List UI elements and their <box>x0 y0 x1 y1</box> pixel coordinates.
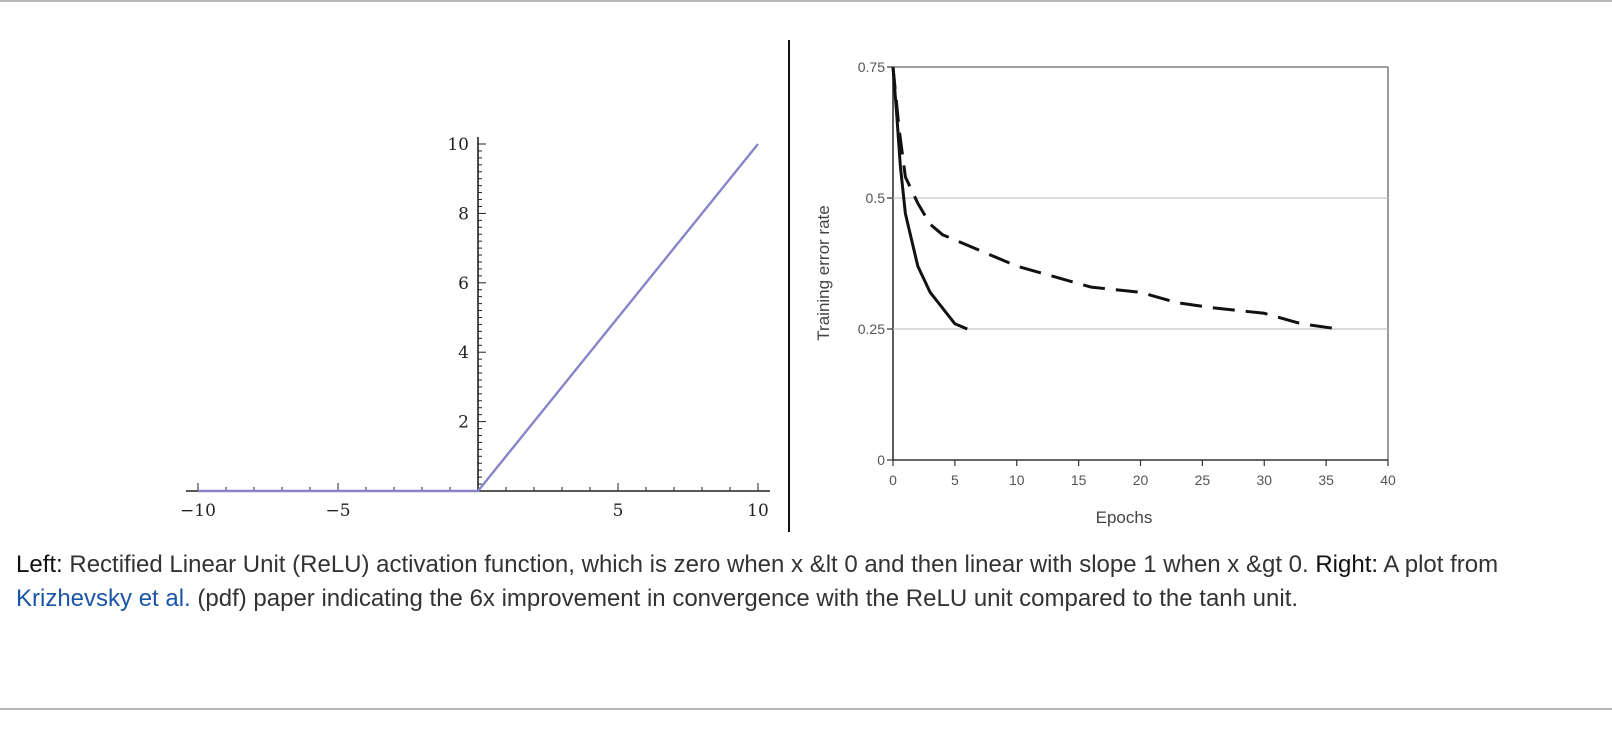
figure-caption: Left: Rectified Linear Unit (ReLU) activ… <box>16 548 1606 616</box>
relu-line <box>198 143 759 493</box>
training-error-plot: 0 5 10 15 20 25 30 35 40 0 0.25 0.5 0.75 Epochs Trai… <box>814 59 1396 527</box>
relu-x-tick-label: −5 <box>325 501 350 521</box>
training-error-y-tick-label: 0.75 <box>858 59 885 75</box>
bottom-divider <box>0 708 1612 710</box>
training-error-series <box>891 66 1339 331</box>
training-error-y-tick-label: 0.5 <box>866 190 886 206</box>
training-error-x-tick-label: 35 <box>1318 472 1334 488</box>
training-error-tick-labels: 0 5 10 15 20 25 30 35 40 0 0.25 0.5 0.75 <box>858 59 1396 488</box>
training-error-x-tick-label: 25 <box>1195 472 1211 488</box>
relu-x-tick-label: 10 <box>747 501 769 521</box>
caption-left-label: Left: <box>16 551 63 578</box>
training-error-x-tick-label: 30 <box>1256 472 1272 488</box>
caption-left-text: Rectified Linear Unit (ReLU) activation … <box>62 551 1316 578</box>
x-axis-label: Epochs <box>1096 508 1153 527</box>
training-error-dashed-line <box>891 66 1339 331</box>
relu-tick-labels: −10 −5 5 10 2 4 6 8 10 <box>180 135 769 521</box>
caption-right-label: Right: <box>1315 551 1379 578</box>
caption-text-after-link: (pdf) paper indicating the 6x improvemen… <box>190 585 1299 612</box>
training-error-x-tick-label: 10 <box>1009 472 1025 488</box>
training-error-x-tick-label: 20 <box>1133 472 1149 488</box>
training-error-x-tick-label: 5 <box>951 472 959 488</box>
top-divider <box>0 0 1612 2</box>
training-error-x-tick-label: 40 <box>1380 472 1396 488</box>
training-error-solid-line <box>891 66 968 331</box>
relu-x-tick-label: −10 <box>180 501 216 521</box>
training-error-y-tick-label: 0 <box>877 452 885 468</box>
training-error-x-tick-label: 0 <box>889 472 897 488</box>
relu-plot: −10 −5 5 10 2 4 6 8 10 <box>180 135 770 521</box>
relu-axes <box>186 137 770 492</box>
training-error-grid <box>893 197 1388 330</box>
y-axis-label: Training error rate <box>814 205 833 340</box>
training-error-x-tick-label: 15 <box>1071 472 1087 488</box>
caption-text-before-link: A plot from <box>1378 551 1499 578</box>
krizhevsky-paper-link[interactable]: Krizhevsky et al. <box>16 585 191 612</box>
training-error-y-tick-label: 0.25 <box>858 321 885 337</box>
relu-y-tick-label: 8 <box>458 204 469 224</box>
relu-x-tick-label: 5 <box>613 501 624 521</box>
training-error-frame <box>887 66 1389 466</box>
relu-y-tick-label: 4 <box>458 343 469 363</box>
relu-y-tick-label: 10 <box>447 135 469 155</box>
relu-y-tick-label: 6 <box>458 274 469 294</box>
relu-series <box>198 143 759 493</box>
relu-y-tick-label: 2 <box>458 413 469 433</box>
